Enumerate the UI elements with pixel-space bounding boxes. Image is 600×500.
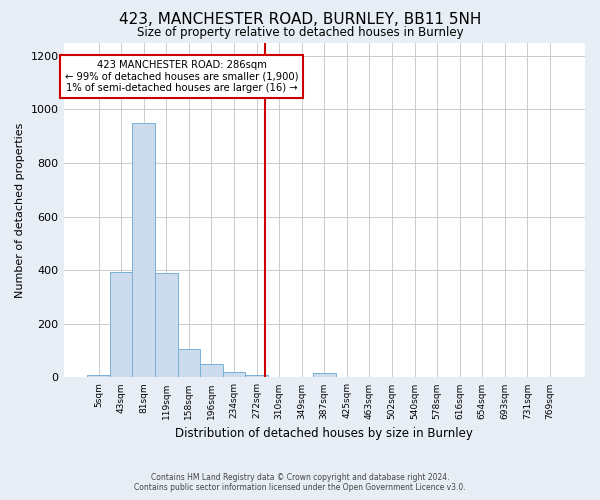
Bar	[87, 375, 110, 378]
Bar	[245, 375, 268, 378]
Text: Size of property relative to detached houses in Burnley: Size of property relative to detached ho…	[137, 26, 463, 39]
Y-axis label: Number of detached properties: Number of detached properties	[15, 122, 25, 298]
Bar	[110, 272, 133, 378]
X-axis label: Distribution of detached houses by size in Burnley: Distribution of detached houses by size …	[175, 427, 473, 440]
Text: 423, MANCHESTER ROAD, BURNLEY, BB11 5NH: 423, MANCHESTER ROAD, BURNLEY, BB11 5NH	[119, 12, 481, 28]
Bar	[178, 349, 200, 378]
Bar	[223, 372, 245, 378]
Bar	[133, 123, 155, 378]
Bar	[155, 273, 178, 378]
Bar	[200, 364, 223, 378]
Bar	[313, 374, 335, 378]
Text: Contains HM Land Registry data © Crown copyright and database right 2024.
Contai: Contains HM Land Registry data © Crown c…	[134, 473, 466, 492]
Text: 423 MANCHESTER ROAD: 286sqm
← 99% of detached houses are smaller (1,900)
1% of s: 423 MANCHESTER ROAD: 286sqm ← 99% of det…	[65, 60, 298, 93]
